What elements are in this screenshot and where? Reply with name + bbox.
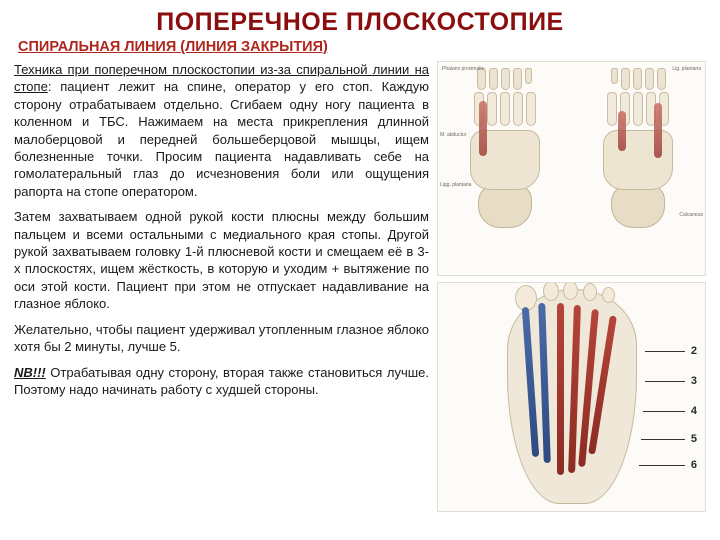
callout-6: 6 <box>691 459 697 471</box>
callout-line-icon <box>639 465 685 466</box>
paragraph-4: NB!!! Отрабатывая одну сторону, вторая т… <box>14 364 429 399</box>
bone-icon <box>500 92 510 126</box>
bone-icon <box>621 68 630 90</box>
anat-label: Lig. plantaria <box>672 66 701 72</box>
slide: ПОПЕРЕЧНОЕ ПЛОСКОСТОПИЕ СПИРАЛЬНАЯ ЛИНИЯ… <box>0 0 720 540</box>
anat-label: Calcaneus <box>679 212 703 218</box>
paragraph-2: Затем захватываем одной рукой кости плюс… <box>14 208 429 312</box>
callout-3: 3 <box>691 375 697 387</box>
callout-line-icon <box>641 439 685 440</box>
bone-icon <box>513 68 522 90</box>
bone-icon <box>633 92 643 126</box>
toe-icon <box>543 282 559 301</box>
anat-label: M. abductor <box>440 132 466 138</box>
midfoot-icon <box>470 130 540 190</box>
callout-line-icon <box>645 351 685 352</box>
bone-icon <box>501 68 510 90</box>
bone-icon <box>633 68 642 90</box>
tendon-icon <box>557 303 564 475</box>
callout-5: 5 <box>691 433 697 445</box>
callout-2: 2 <box>691 345 697 357</box>
bone-icon <box>657 68 666 90</box>
figure-dorsal-feet: Phalanx proximalis M. abductor Ligg. pla… <box>437 61 706 276</box>
anat-label: Ligg. plantaria <box>440 182 471 188</box>
bone-icon <box>487 92 497 126</box>
nb-label: NB!!! <box>14 365 46 380</box>
bone-icon <box>526 92 536 126</box>
foot-right-dorsal: Lig. plantaria Calcaneus <box>572 62 706 275</box>
toe-icon <box>583 283 597 301</box>
muscle-icon <box>654 103 662 158</box>
bone-icon <box>645 68 654 90</box>
bone-icon <box>513 92 523 126</box>
p1-rest: : пациент лежит на спине, оператор у его… <box>14 79 429 198</box>
plantar-foot <box>507 289 637 504</box>
anat-label: Phalanx proximalis <box>442 66 484 72</box>
foot-left-dorsal: Phalanx proximalis M. abductor Ligg. pla… <box>438 62 572 275</box>
callout-line-icon <box>645 381 685 382</box>
callout-line-icon <box>643 411 685 412</box>
page-subtitle: СПИРАЛЬНАЯ ЛИНИЯ (ЛИНИЯ ЗАКРЫТИЯ) <box>14 39 706 55</box>
text-column: Техника при поперечном плоскостопии из-з… <box>14 61 429 532</box>
bone-icon <box>607 92 617 126</box>
bone-icon <box>525 68 532 84</box>
muscle-icon <box>479 101 487 156</box>
toe-icon <box>602 287 615 303</box>
midfoot-icon <box>603 130 673 190</box>
callout-4: 4 <box>691 405 697 417</box>
figure-column: Phalanx proximalis M. abductor Ligg. pla… <box>437 61 706 532</box>
bone-icon <box>489 68 498 90</box>
p4-rest: Отрабатывая одну сторону, вторая также с… <box>14 365 429 397</box>
content-row: Техника при поперечном плоскостопии из-з… <box>14 61 706 532</box>
page-title: ПОПЕРЕЧНОЕ ПЛОСКОСТОПИЕ <box>14 8 706 37</box>
paragraph-3: Желательно, чтобы пациент удерживал утоп… <box>14 321 429 356</box>
heel-icon <box>611 184 665 228</box>
figure-plantar-foot: 2 3 4 5 6 <box>437 282 706 512</box>
paragraph-1: Техника при поперечном плоскостопии из-з… <box>14 61 429 200</box>
muscle-icon <box>618 111 626 151</box>
bone-icon <box>611 68 618 84</box>
heel-icon <box>478 184 532 228</box>
